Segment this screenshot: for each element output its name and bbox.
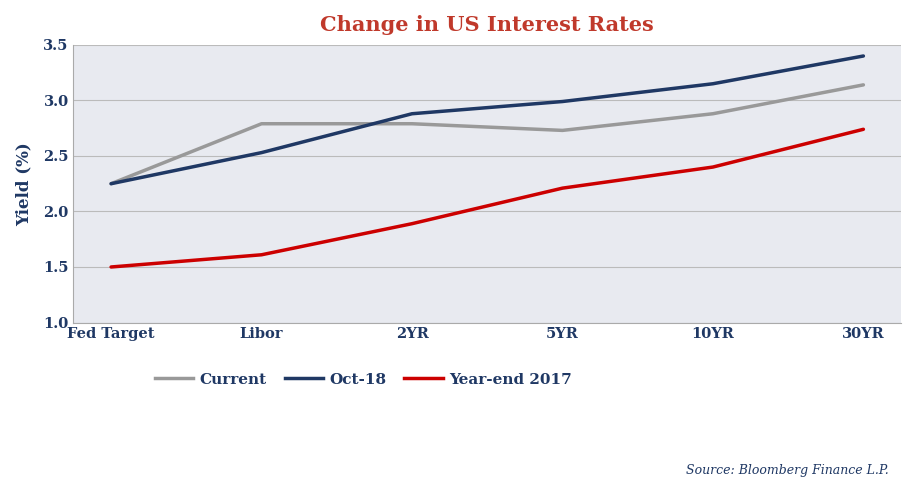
Legend: Current, Oct-18, Year-end 2017: Current, Oct-18, Year-end 2017 bbox=[148, 366, 577, 393]
Title: Change in US Interest Rates: Change in US Interest Rates bbox=[321, 15, 654, 35]
Y-axis label: Yield (%): Yield (%) bbox=[15, 142, 32, 226]
Text: Source: Bloomberg Finance L.P.: Source: Bloomberg Finance L.P. bbox=[686, 464, 889, 477]
